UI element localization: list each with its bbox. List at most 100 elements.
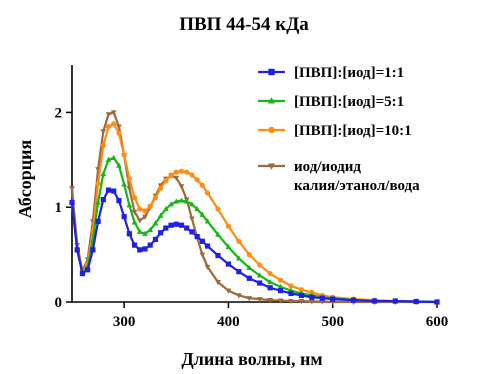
data-point — [147, 226, 154, 233]
data-point — [204, 264, 211, 271]
y-axis-label: Абсорция — [15, 139, 35, 218]
legend-label: иод/иодид — [294, 159, 361, 175]
data-point — [116, 197, 122, 204]
data-point — [308, 299, 315, 305]
data-point — [142, 246, 148, 252]
data-point — [215, 231, 221, 237]
legend-item-4: иод/иодид калия/этанол/вода — [258, 159, 420, 194]
x-tick-label: 300 — [113, 314, 136, 330]
data-point — [105, 124, 112, 130]
data-point — [126, 176, 132, 182]
data-point — [178, 168, 185, 174]
data-point — [168, 172, 174, 178]
data-point — [162, 205, 169, 212]
y-tick-label: 1 — [55, 200, 63, 216]
data-point — [215, 206, 221, 212]
series-line — [70, 122, 438, 304]
data-point — [111, 188, 117, 194]
data-point — [189, 201, 195, 207]
data-point — [105, 187, 112, 193]
data-point — [105, 112, 112, 118]
data-point — [163, 225, 169, 231]
data-point — [168, 201, 174, 207]
data-point — [110, 110, 117, 116]
data-point — [173, 175, 180, 181]
x-tick-label: 400 — [217, 314, 240, 330]
legend-label: [ПВП]:[иод]=10:1 — [294, 123, 412, 139]
data-point — [136, 218, 143, 224]
data-point — [100, 129, 107, 135]
data-point — [319, 295, 325, 301]
data-point — [194, 177, 200, 183]
data-point — [267, 97, 276, 104]
legend: [ПВП]:[иод]=1:1 [ПВП]:[иод]=5:1 [ПВП]:[иод… — [258, 65, 420, 194]
data-point — [69, 199, 75, 206]
data-point — [184, 169, 190, 175]
data-point — [215, 280, 221, 286]
x-axis-label: Длина волны, нм — [181, 349, 322, 369]
data-point — [236, 238, 242, 244]
data-point — [95, 180, 101, 187]
data-point — [236, 269, 242, 275]
data-point — [131, 195, 138, 201]
series-group — [69, 110, 440, 306]
data-point — [309, 294, 315, 300]
data-point — [126, 231, 132, 237]
data-point — [110, 154, 117, 160]
data-point — [189, 216, 195, 222]
data-point — [116, 130, 122, 136]
data-point — [69, 186, 75, 192]
data-point — [194, 205, 201, 212]
data-point — [100, 142, 106, 149]
data-point — [152, 220, 159, 226]
data-point — [178, 184, 185, 190]
data-point — [267, 298, 274, 304]
data-point — [298, 292, 305, 298]
data-point — [163, 178, 169, 184]
data-point — [189, 172, 195, 178]
data-point — [199, 211, 206, 217]
data-point — [173, 169, 179, 175]
data-point — [225, 261, 232, 267]
data-point — [178, 197, 185, 203]
data-point — [121, 181, 128, 187]
data-point — [158, 230, 164, 236]
data-point — [131, 209, 138, 216]
data-point — [168, 222, 174, 228]
data-point — [225, 243, 232, 250]
data-point — [246, 275, 252, 281]
data-point — [95, 218, 101, 225]
data-point — [288, 290, 294, 297]
data-point — [256, 297, 263, 303]
data-point — [100, 170, 107, 177]
data-point — [79, 270, 86, 277]
data-point — [204, 218, 211, 224]
data-point — [116, 124, 122, 130]
data-point — [246, 296, 253, 302]
data-point — [199, 238, 205, 244]
data-point — [178, 222, 185, 228]
data-point — [277, 277, 284, 283]
data-point — [277, 288, 284, 294]
data-point — [137, 206, 143, 212]
data-point — [184, 225, 190, 231]
series-line — [70, 189, 438, 304]
data-point — [105, 156, 112, 162]
data-point — [121, 152, 127, 158]
data-point — [74, 247, 80, 253]
data-point — [288, 283, 294, 289]
data-point — [152, 195, 159, 201]
data-point — [256, 272, 263, 278]
data-point — [215, 252, 221, 259]
x-tick-label: 600 — [426, 314, 449, 330]
legend-item-1: [ПВП]:[иод]=1:1 — [258, 65, 404, 81]
data-point — [371, 298, 378, 304]
data-point — [100, 197, 106, 203]
legend-label: калия/этанол/вода — [294, 178, 420, 194]
data-point — [126, 202, 133, 208]
data-point — [137, 247, 143, 253]
data-point — [288, 298, 294, 305]
data-point — [142, 230, 148, 236]
data-point — [225, 288, 232, 294]
